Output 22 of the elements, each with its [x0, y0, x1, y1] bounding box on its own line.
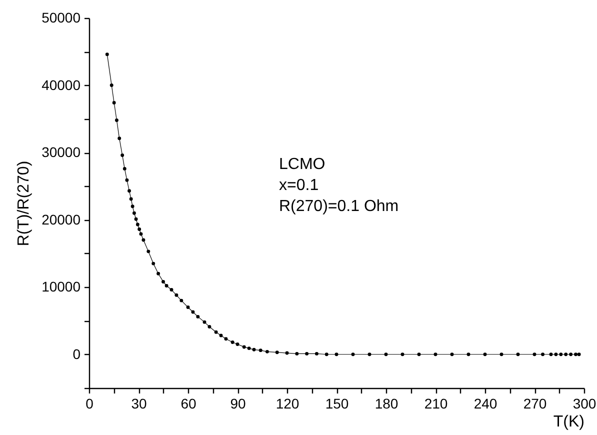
y-tick-label: 0 — [72, 346, 81, 362]
x-tick-label: 300 — [572, 396, 596, 412]
x-tick-label: 60 — [180, 396, 196, 412]
x-axis-title: T(K) — [553, 414, 584, 430]
x-tick-label: 30 — [131, 396, 147, 412]
x-tick-label: 180 — [374, 396, 398, 412]
annotation: x=0.1 — [279, 177, 319, 194]
x-tick-label: 210 — [424, 396, 448, 412]
x-tick-label: 120 — [276, 396, 300, 412]
y-tick-label: 20000 — [42, 211, 81, 228]
x-tick-label: 270 — [523, 396, 547, 412]
y-axis-title: R(T)/R(270) — [16, 160, 33, 246]
x-tick-label: 240 — [474, 396, 498, 412]
x-tick-label: 90 — [230, 396, 246, 412]
y-tick-label: 30000 — [42, 144, 81, 160]
x-tick-label: 150 — [325, 396, 349, 412]
y-tick-label: 10000 — [42, 278, 81, 295]
y-tick-label: 40000 — [42, 76, 81, 93]
y-tick-label: 50000 — [42, 10, 81, 26]
annotation: LCMO — [279, 156, 326, 173]
x-tick-label: 0 — [86, 396, 94, 412]
annotation: R(270)=0.1 Ohm — [279, 198, 399, 215]
